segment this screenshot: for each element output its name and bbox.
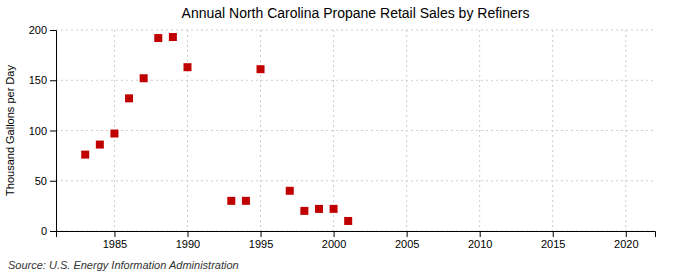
tick-label: 100 (29, 125, 47, 137)
tick: 1985 (103, 231, 127, 250)
tick: 1995 (249, 231, 273, 250)
axis-line (50, 31, 57, 232)
tick-label: 50 (35, 175, 47, 187)
tick: 2015 (541, 231, 565, 250)
tick: 2000 (322, 231, 346, 250)
points (81, 33, 352, 225)
tick: 150 (29, 74, 56, 86)
tick-label: 150 (29, 74, 47, 86)
point (96, 141, 104, 149)
annotation: Source: U.S. Energy Information Administ… (8, 259, 239, 271)
tick-mark (480, 231, 481, 237)
tick-mark (553, 231, 554, 237)
point (140, 74, 148, 82)
tick-label: 2015 (541, 238, 565, 250)
y-axis: 0 50 100 150 200 (29, 24, 57, 237)
point (300, 207, 308, 215)
grid (56, 30, 655, 231)
point (242, 197, 250, 205)
tick-mark (50, 131, 56, 132)
point (227, 197, 235, 205)
tick-mark (261, 231, 262, 237)
tick-label: 1990 (176, 238, 200, 250)
point (110, 130, 118, 138)
grid-line (333, 30, 334, 231)
tick: 100 (29, 125, 56, 137)
tick-mark (334, 231, 335, 237)
grid-line (56, 30, 655, 31)
tick-label: 200 (29, 24, 47, 36)
tick: 0 (41, 225, 56, 237)
axis-line (57, 232, 656, 238)
point (315, 205, 323, 213)
tick-label: 2020 (614, 238, 638, 250)
tick-label: 1985 (103, 238, 127, 250)
tick-label: 2005 (395, 238, 419, 250)
tick-label: 2000 (322, 238, 346, 250)
tick: 50 (35, 175, 56, 187)
point (257, 65, 265, 73)
y-axis-title: Thousand Gallons per Day (4, 65, 16, 196)
tick: 2010 (468, 231, 492, 250)
point (125, 94, 133, 102)
tick-mark (50, 231, 56, 232)
tick-label: 1995 (249, 238, 273, 250)
tick-mark (50, 80, 56, 81)
tick: 1990 (176, 231, 200, 250)
point (286, 187, 294, 195)
tick: 2005 (395, 231, 419, 250)
tick-mark (187, 231, 188, 237)
x-axis: 1985 1990 1995 2000 2005 2010 2015 2020 (57, 231, 656, 250)
chart: 1985 1990 1995 2000 2005 2010 2015 2020 0 50 100 15… (0, 0, 675, 275)
tick-mark (50, 181, 56, 182)
point (81, 151, 89, 159)
point (330, 205, 338, 213)
point (169, 33, 177, 41)
tick-mark (114, 231, 115, 237)
grid-line (56, 180, 655, 181)
tick-label: 0 (41, 225, 47, 237)
tick: 200 (29, 24, 56, 36)
tick-mark (626, 231, 627, 237)
tick: 2020 (614, 231, 638, 250)
plot-area: 1985 1990 1995 2000 2005 2010 2015 2020 0 50 100 15… (29, 24, 656, 250)
point (344, 217, 352, 225)
point (183, 63, 191, 71)
tick-label: 2010 (468, 238, 492, 250)
grid-line (56, 130, 655, 131)
grid-line (479, 30, 480, 231)
point (154, 34, 162, 42)
grid-line (260, 30, 261, 231)
tick-mark (50, 30, 56, 31)
tick-mark (407, 231, 408, 237)
title: Annual North Carolina Propane Retail Sal… (182, 5, 530, 21)
